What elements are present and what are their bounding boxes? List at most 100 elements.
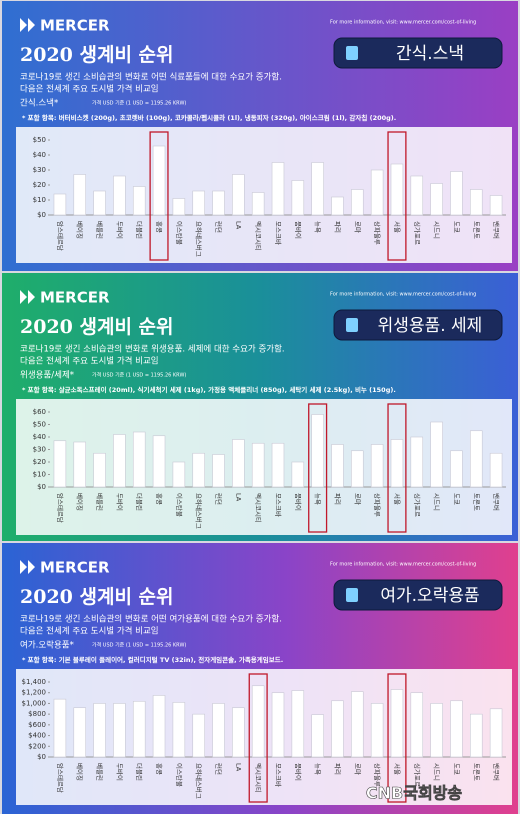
bar [331,700,344,758]
y-tick-label: $30 [33,446,46,454]
bar [93,452,106,488]
badge-icon [346,588,358,602]
bar [73,441,86,488]
x-tick-label: 암스테르담 [56,221,64,251]
bar [470,713,483,758]
bar [410,175,424,216]
highlight-box [308,403,328,533]
x-tick-label: 더블린 [135,221,144,239]
bar [489,708,503,758]
bar [132,431,146,488]
badge [333,309,503,341]
description: 코로나19로 생긴 소비습관의 변화로 어떤 식료품들에 대한 수요가 증가함. [20,72,282,83]
bar [251,685,265,758]
bar [370,444,384,488]
info: For more information, visit: www.mercer.… [330,562,476,568]
x-tick-label: 밴쿠버 [492,221,501,239]
x-tick-label: 시드니 [433,763,442,781]
x-tick-label: 시드니 [433,221,442,239]
x-tick-label: 뉴욕 [314,763,322,775]
x-tick-label: LA [234,763,242,772]
bar [132,186,146,216]
bar [410,692,424,758]
bar [93,190,106,216]
bar [53,698,67,758]
x-tick-label: 뭄바이 [294,221,303,239]
bar [212,190,225,216]
bar [53,193,67,216]
items: * 포함 항목: 살균소독스프레이 (20ml), 식기세척기 세제 (1kg)… [22,385,396,394]
x-tick-label: 파리 [333,493,342,505]
x-tick-label: 요하네스버그 [195,493,204,529]
bar [489,195,503,216]
y-tick-label: $1,400 [22,678,47,686]
x-tick-label: LA [234,493,242,502]
x-tick-label: 서울 [393,763,402,775]
description: 다음은 전세계 주요 도시별 가격 비교임 [20,626,159,637]
x-tick-label: 더블린 [135,493,144,511]
y-tick-label: $400 [28,732,46,740]
bar [271,692,285,758]
highlight-box [149,131,169,261]
subtitle-note: 가격 USD 기준 (1 USD = 1195.26 KRW) [92,100,186,107]
bar [113,434,126,488]
badge-icon [346,46,358,60]
x-tick-label: 파리 [333,763,342,775]
bar [351,189,364,216]
badge-label: 여가.오락용품 [380,586,479,606]
bar [370,703,384,758]
bar [450,700,463,758]
x-tick-label: 밴쿠버 [492,493,501,511]
description: 코로나19로 생긴 소비습관의 변화로 어떤 여가용품에 대한 수요가 증가함. [20,614,282,625]
bar [291,180,305,216]
description: 코로나19로 생긴 소비습관의 변화로 위생용품. 세제에 대한 수요가 증가함… [20,344,285,355]
y-tick-label: $1,200 [22,689,47,697]
bar [73,707,86,758]
highlight-box [387,673,407,803]
bar [172,461,186,488]
logo-icon [20,290,35,304]
bar [212,703,225,758]
logo-icon [20,18,35,32]
bar [470,189,483,216]
x-tick-label: 베이징 [76,493,85,511]
x-tick-label: 요하네스버그 [195,221,204,257]
x-tick-label: 홍콩 [155,763,164,775]
x-tick-label: 로마 [353,763,362,775]
x-tick-label: 더블린 [135,763,144,781]
badge [333,579,503,611]
badge-icon [346,318,358,332]
bar [152,695,166,758]
y-tick-label: $30 [33,166,46,174]
bar [192,190,205,216]
y-tick-label: $40 [33,151,46,159]
x-tick-label: 도쿄 [452,493,460,505]
highlight-box [387,131,407,261]
bar [331,196,344,216]
x-tick-label: 토론토 [472,493,480,511]
x-tick-label: 싱가포르 [413,493,422,517]
bar [113,175,126,216]
x-tick-label: 멕시코시티 [254,221,263,251]
y-tick-label: $600 [28,721,46,729]
bar [291,690,305,758]
bar [331,444,344,488]
x-tick-label: 두바이 [115,493,124,511]
x-tick-label: 멕시코시티 [254,493,263,523]
x-tick-label: 홍콩 [155,493,164,505]
highlight-box [387,403,407,533]
x-tick-label: 암스테르담 [56,763,64,793]
bar [93,703,106,758]
items: * 포함 항목: 기본 블루레이 플레이어, 컬러디지털 TV (32in), … [22,655,283,664]
y-tick-label: $10 [33,471,46,479]
subtitle-note: 가격 USD 기준 (1 USD = 1195.26 KRW) [92,372,186,379]
y-tick-label: $0 [37,753,46,761]
bar [271,162,285,216]
y-tick-label: $800 [28,710,46,718]
x-tick-label: 베를린 [96,493,105,511]
bar [232,439,245,488]
bar [390,439,404,488]
x-tick-label: 런던 [215,221,224,233]
x-tick-label: 멕시코시티 [254,763,263,793]
bar [192,713,205,758]
